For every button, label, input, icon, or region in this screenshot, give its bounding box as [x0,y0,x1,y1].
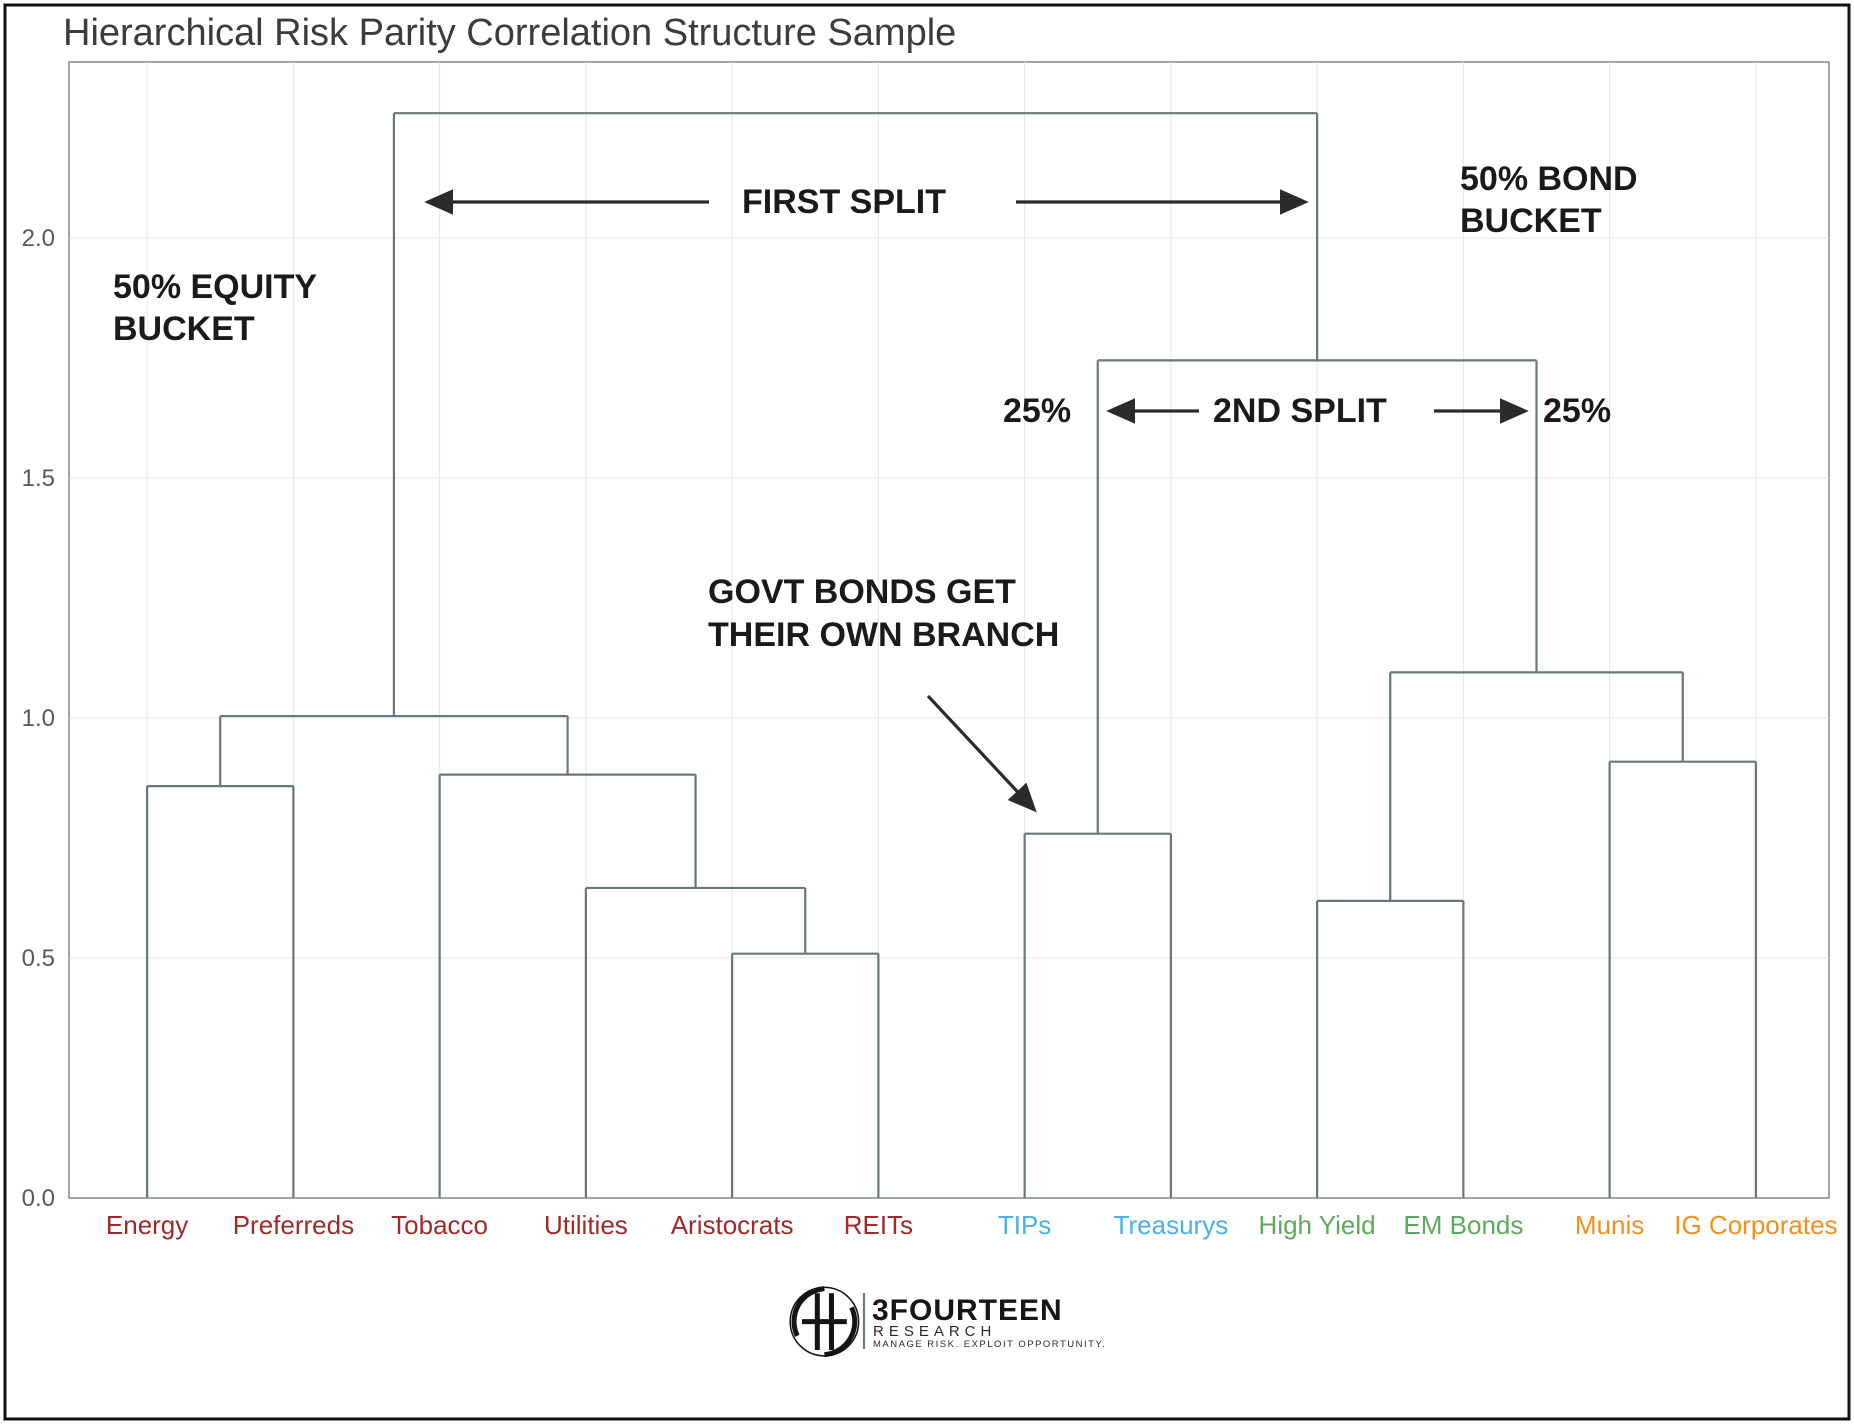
svg-text:Munis: Munis [1575,1210,1644,1240]
svg-text:25%: 25% [1003,392,1071,430]
svg-text:1.5: 1.5 [22,465,55,492]
svg-text:BUCKET: BUCKET [113,310,255,348]
svg-text:Utilities: Utilities [544,1210,628,1240]
svg-text:Tobacco: Tobacco [391,1210,488,1240]
svg-text:0.0: 0.0 [22,1185,55,1212]
svg-text:BUCKET: BUCKET [1460,202,1602,240]
svg-text:IG Corporates: IG Corporates [1674,1210,1837,1240]
svg-text:Treasurys: Treasurys [1114,1210,1229,1240]
svg-text:Preferreds: Preferreds [233,1210,354,1240]
svg-text:25%: 25% [1543,392,1611,430]
svg-text:RESEARCH: RESEARCH [873,1323,996,1340]
svg-text:2ND SPLIT: 2ND SPLIT [1213,392,1387,430]
svg-text:Aristocrats: Aristocrats [671,1210,794,1240]
svg-text:TIPs: TIPs [998,1210,1051,1240]
svg-text:High Yield: High Yield [1259,1210,1376,1240]
svg-text:Energy: Energy [106,1210,188,1240]
svg-text:REITs: REITs [844,1210,913,1240]
svg-text:2.0: 2.0 [22,225,55,252]
svg-text:FIRST SPLIT: FIRST SPLIT [742,183,946,221]
svg-text:THEIR OWN BRANCH: THEIR OWN BRANCH [708,616,1059,654]
svg-text:1.0: 1.0 [22,705,55,732]
svg-text:50% BOND: 50% BOND [1460,160,1638,198]
svg-text:0.5: 0.5 [22,945,55,972]
svg-text:EM Bonds: EM Bonds [1403,1210,1523,1240]
svg-text:MANAGE RISK. EXPLOIT OPPORTUNI: MANAGE RISK. EXPLOIT OPPORTUNITY. [873,1339,1106,1350]
svg-text:GOVT BONDS GET: GOVT BONDS GET [708,573,1016,611]
svg-text:50% EQUITY: 50% EQUITY [113,268,317,306]
